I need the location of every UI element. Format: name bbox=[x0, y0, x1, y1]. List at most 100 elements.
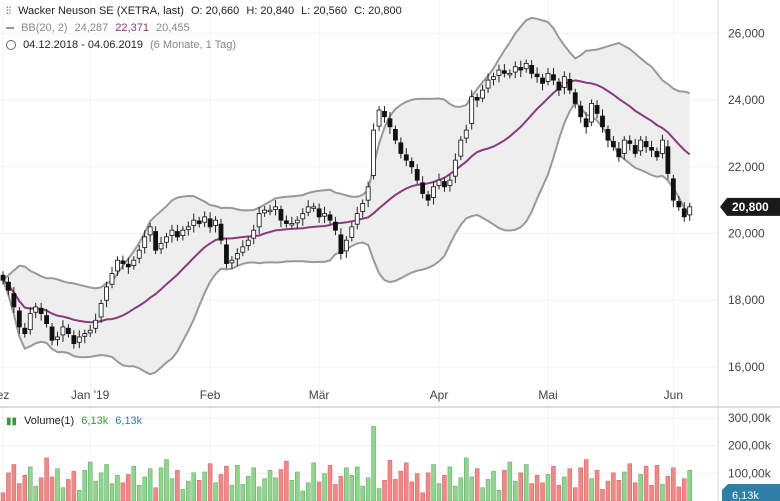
candle-body bbox=[431, 186, 436, 198]
candle-body bbox=[262, 209, 268, 214]
volume-bar bbox=[458, 477, 464, 501]
candle-body bbox=[38, 307, 44, 314]
volume-bar bbox=[175, 470, 180, 501]
candle-body bbox=[551, 74, 556, 81]
candle-body bbox=[245, 239, 251, 246]
volume-bar bbox=[436, 483, 442, 501]
volume-bar bbox=[186, 480, 191, 501]
high-value: H: 20,840 bbox=[246, 5, 295, 17]
volume-bar bbox=[246, 475, 251, 501]
volume-bar bbox=[404, 462, 409, 501]
bollinger-label: BB(20, 2) bbox=[21, 22, 68, 34]
candle-body bbox=[104, 286, 109, 301]
volume-bar bbox=[600, 489, 605, 501]
volume-bar bbox=[311, 462, 316, 501]
volume-bar bbox=[278, 469, 284, 501]
volume-bar bbox=[431, 464, 436, 501]
volume-bar bbox=[485, 479, 491, 501]
candle-body bbox=[213, 219, 218, 226]
candle-body bbox=[33, 306, 39, 313]
volume-bar bbox=[507, 461, 513, 501]
volume-bar bbox=[420, 492, 425, 501]
candle-body bbox=[87, 329, 93, 334]
volume-bar bbox=[191, 472, 196, 501]
volume-bar bbox=[660, 484, 665, 501]
volume-bar bbox=[627, 463, 632, 501]
volume-bar bbox=[322, 473, 327, 501]
volume-bar bbox=[28, 466, 33, 501]
volume-bar bbox=[169, 478, 175, 501]
volume-bar bbox=[649, 484, 654, 501]
volume-bar bbox=[371, 426, 376, 501]
open-value: O: 20,660 bbox=[190, 5, 240, 17]
candle-body bbox=[621, 139, 627, 154]
candle-body bbox=[600, 115, 605, 128]
volume-bar bbox=[474, 468, 480, 501]
drawing-tool-icon[interactable]: ⫶⫶ bbox=[6, 6, 11, 17]
candle-body bbox=[76, 336, 82, 343]
candle-body bbox=[82, 333, 88, 337]
candle-body bbox=[643, 141, 649, 148]
volume-bar bbox=[355, 466, 360, 501]
time-tick-label: Feb bbox=[200, 388, 221, 402]
volume-bar bbox=[229, 484, 235, 501]
bollinger-upper-value: 24,287 bbox=[74, 22, 109, 34]
candle-body bbox=[109, 273, 115, 285]
volume-bar bbox=[213, 482, 218, 501]
volume-value-2: 6,13k bbox=[115, 415, 143, 427]
volume-bar bbox=[594, 470, 600, 501]
candle-body bbox=[382, 111, 387, 118]
volume-bar bbox=[442, 475, 447, 501]
candle-body bbox=[196, 220, 202, 224]
candle-body bbox=[611, 141, 616, 148]
volume-bar bbox=[104, 464, 109, 501]
volume-bar bbox=[349, 475, 355, 501]
volume-bar bbox=[654, 465, 660, 501]
time-tick-label: Jun bbox=[664, 388, 683, 402]
candle-body bbox=[676, 201, 682, 208]
volume-bar bbox=[671, 467, 676, 501]
candle-body bbox=[11, 293, 17, 308]
volume-bar bbox=[518, 472, 523, 501]
candle-body bbox=[463, 129, 469, 139]
candle-body bbox=[512, 66, 518, 73]
price-tick-label: 24,000 bbox=[728, 93, 765, 107]
volume-bar bbox=[502, 470, 507, 501]
volume-bar bbox=[365, 477, 371, 501]
candle-body bbox=[392, 129, 398, 141]
candle-body bbox=[311, 206, 317, 209]
candle-body bbox=[27, 313, 33, 331]
volume-bar bbox=[147, 468, 153, 501]
candle-body bbox=[49, 326, 55, 341]
volume-tick-label: 100,00k bbox=[728, 466, 772, 480]
volume-bar bbox=[295, 471, 300, 501]
volume-bar bbox=[33, 485, 38, 501]
volume-bar bbox=[545, 474, 551, 501]
candle-body bbox=[55, 336, 60, 341]
candle-body bbox=[240, 246, 246, 253]
candle-body bbox=[153, 231, 159, 251]
candle-body bbox=[649, 147, 654, 151]
volume-bar bbox=[87, 461, 93, 501]
volume-bar bbox=[589, 478, 594, 501]
price-tick-label: 16,000 bbox=[728, 360, 765, 374]
candle-body bbox=[338, 234, 344, 254]
chart-title: Wacker Neuson SE (XETRA, last) bbox=[18, 5, 184, 17]
candle-body bbox=[534, 73, 540, 78]
volume-bar bbox=[300, 490, 305, 501]
volume-bar bbox=[77, 489, 82, 501]
volume-bar bbox=[425, 472, 431, 501]
candle-body bbox=[93, 319, 99, 329]
candle-body bbox=[131, 259, 137, 266]
candle-body bbox=[523, 62, 529, 70]
volume-bar bbox=[632, 482, 638, 501]
candle-body bbox=[180, 229, 186, 236]
volume-bars bbox=[0, 426, 692, 501]
price-tick-label: 26,000 bbox=[728, 26, 765, 40]
volume-bar bbox=[534, 475, 540, 501]
time-tick-label: ez bbox=[0, 388, 9, 402]
volume-bar bbox=[60, 487, 66, 501]
candle-body bbox=[207, 218, 213, 228]
volume-bar bbox=[202, 471, 207, 501]
volume-bar bbox=[109, 483, 115, 501]
